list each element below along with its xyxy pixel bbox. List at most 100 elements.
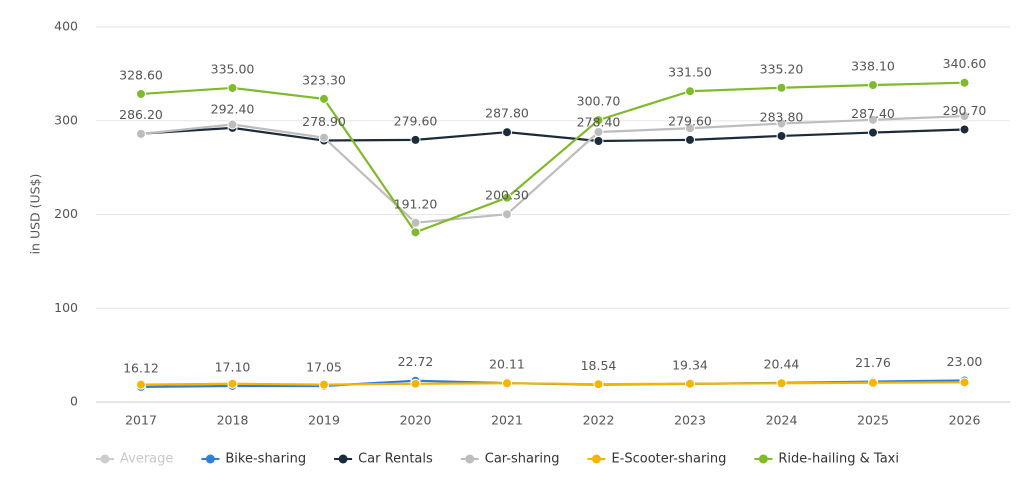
data-label: 278.90 [302, 114, 346, 129]
legend-label: Car-sharing [485, 452, 560, 467]
y-tick-label: 200 [54, 206, 78, 221]
data-label: 279.60 [668, 113, 712, 128]
data-label: 23.00 [947, 354, 983, 369]
legend-label: Average [120, 452, 173, 467]
data-label: 287.40 [851, 106, 895, 121]
legend-item[interactable]: Car-sharing [460, 452, 560, 467]
y-tick-label: 100 [54, 300, 78, 315]
series-line [140, 81, 965, 234]
x-tick-label: 2019 [308, 413, 340, 428]
data-point [319, 93, 329, 104]
data-point [868, 114, 878, 125]
data-point [502, 192, 512, 203]
data-label: 18.54 [581, 358, 617, 373]
data-point [593, 136, 604, 146]
data-point [776, 118, 787, 129]
data-label: 22.72 [398, 354, 434, 369]
x-tick-label: 2023 [674, 413, 706, 428]
data-point [776, 82, 787, 93]
data-label: 278.40 [577, 115, 621, 130]
legend-item[interactable]: Average [96, 452, 173, 467]
data-point [593, 127, 604, 137]
data-point [136, 379, 146, 390]
x-tick-label: 2021 [491, 413, 523, 428]
data-point [685, 86, 695, 97]
data-point [959, 77, 970, 88]
legend-label: Car Rentals [358, 452, 433, 467]
data-point [593, 379, 604, 390]
data-label: 328.60 [119, 67, 163, 82]
legend-marker [100, 454, 110, 464]
data-point [868, 127, 878, 138]
data-point [959, 111, 970, 122]
legend-marker [205, 454, 215, 464]
data-point [685, 123, 695, 134]
data-label: 191.20 [394, 196, 438, 211]
legend-item[interactable]: Car Rentals [334, 452, 433, 467]
data-label: 20.44 [764, 356, 800, 371]
data-point [502, 127, 512, 138]
data-label: 331.50 [668, 65, 712, 80]
data-point [685, 378, 695, 389]
data-point [502, 378, 512, 389]
data-point [319, 132, 329, 143]
data-point [959, 124, 970, 135]
data-point [227, 378, 238, 389]
data-point [136, 128, 146, 139]
legend-item[interactable]: Bike-sharing [201, 452, 306, 467]
data-point [410, 217, 421, 228]
data-label: 20.11 [489, 357, 525, 372]
data-label: 21.76 [855, 355, 891, 370]
data-label: 283.80 [760, 109, 804, 124]
data-label: 292.40 [211, 101, 255, 116]
data-label: 19.34 [672, 357, 708, 372]
data-label: 287.80 [485, 106, 529, 121]
legend-marker [758, 454, 768, 464]
data-label: 338.10 [851, 59, 895, 74]
data-label: 17.05 [306, 360, 342, 375]
data-label: 17.10 [215, 359, 251, 374]
data-point [593, 115, 604, 126]
legend-item[interactable]: Ride-hailing & Taxi [754, 452, 899, 467]
x-tick-label: 2017 [125, 413, 157, 428]
data-label: 323.30 [302, 72, 346, 87]
data-point [685, 134, 695, 145]
data-label: 200.30 [485, 188, 529, 203]
data-point [959, 377, 970, 388]
series-line [140, 114, 965, 224]
data-label: 300.70 [577, 94, 621, 109]
data-point [227, 82, 238, 93]
x-tick-label: 2022 [583, 413, 615, 428]
data-label: 286.20 [119, 107, 163, 122]
y-tick-label: 0 [70, 394, 78, 409]
legend-marker [591, 454, 601, 464]
legend-label: Bike-sharing [225, 452, 306, 467]
data-point [868, 377, 878, 388]
data-label: 335.20 [760, 61, 804, 76]
data-point [502, 209, 512, 220]
series-line [140, 126, 965, 143]
data-label: 335.00 [211, 61, 255, 76]
data-point [776, 378, 787, 389]
series-line [140, 381, 965, 386]
y-tick-label: 300 [54, 112, 78, 127]
data-point [410, 134, 421, 145]
data-point [319, 379, 329, 390]
data-point [410, 227, 421, 238]
legend-label: E-Scooter-sharing [611, 452, 726, 467]
data-label: 16.12 [123, 360, 159, 375]
data-point [776, 130, 787, 141]
data-point [136, 88, 146, 99]
data-label: 340.60 [943, 56, 987, 71]
data-label: 279.60 [394, 113, 438, 128]
data-point [868, 80, 878, 91]
y-tick-label: 400 [54, 19, 78, 34]
data-point [227, 119, 238, 130]
x-tick-label: 2018 [217, 413, 249, 428]
legend-item[interactable]: E-Scooter-sharing [587, 452, 726, 467]
y-axis-label: in USD (US$) [28, 174, 43, 255]
legend-marker [465, 454, 475, 464]
data-point [410, 378, 421, 389]
data-label: 290.70 [943, 103, 987, 118]
